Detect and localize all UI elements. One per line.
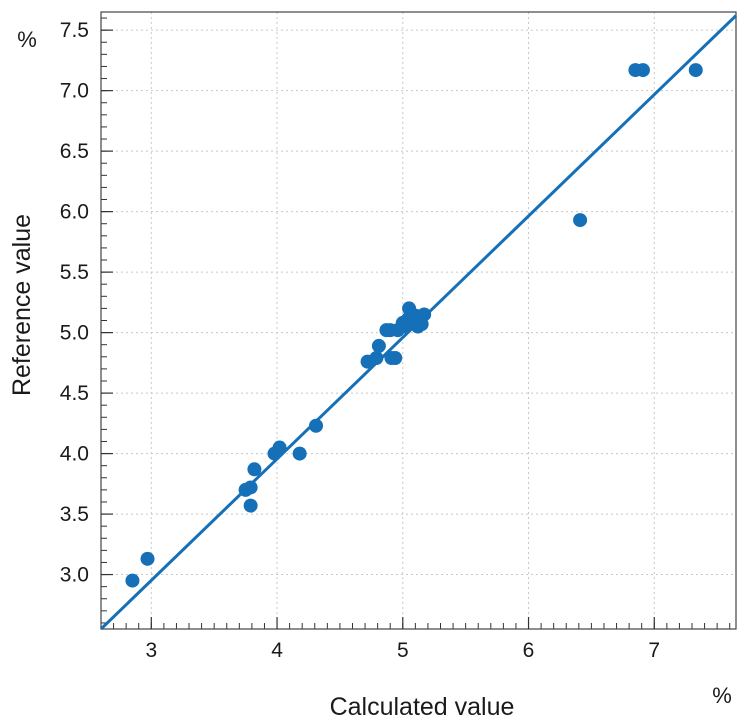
tick-layer: 3 4 5 6 7 3.0 3.5 4.0 4.5 5.0 5.5 6.0 6.5 7.0 7.5 xyxy=(60,19,660,662)
data-point xyxy=(125,573,140,588)
y-tick-label: 5.5 xyxy=(60,261,89,284)
x-axis-title: Calculated value xyxy=(330,693,515,721)
data-point xyxy=(388,351,403,366)
y-tick-label: 6.0 xyxy=(60,201,89,224)
y-tick-label: 6.5 xyxy=(60,140,89,163)
data-point xyxy=(369,351,384,366)
data-point xyxy=(688,63,703,78)
data-point xyxy=(243,498,258,513)
y-axis-title: Reference value xyxy=(8,214,36,396)
data-point xyxy=(292,446,307,461)
grid-layer xyxy=(101,12,736,629)
data-point xyxy=(417,307,432,322)
y-tick-label: 4.5 xyxy=(60,382,89,405)
y-tick-label: 3.0 xyxy=(60,564,89,587)
plot-frame xyxy=(100,11,737,630)
data-point xyxy=(247,462,262,477)
y-tick-label: 7.5 xyxy=(60,19,89,42)
y-tick-label: 7.0 xyxy=(60,80,89,103)
data-point xyxy=(243,480,258,495)
point-layer xyxy=(125,63,703,588)
x-tick-label: 7 xyxy=(648,639,660,662)
data-point xyxy=(309,418,324,433)
y-tick-label: 3.5 xyxy=(60,503,89,526)
x-tick-label: 4 xyxy=(271,639,283,662)
x-tick-label: 5 xyxy=(397,639,409,662)
x-tick-label: 6 xyxy=(523,639,535,662)
y-tick-label: 5.0 xyxy=(60,322,89,345)
data-point xyxy=(573,213,588,228)
x-unit-label: % xyxy=(712,683,732,708)
x-tick-label: 3 xyxy=(145,639,157,662)
y-tick-label: 4.0 xyxy=(60,443,89,466)
data-point xyxy=(272,440,287,455)
data-point xyxy=(635,63,650,78)
y-unit-label: % xyxy=(17,27,37,52)
data-point xyxy=(371,338,386,353)
data-point xyxy=(140,551,155,566)
